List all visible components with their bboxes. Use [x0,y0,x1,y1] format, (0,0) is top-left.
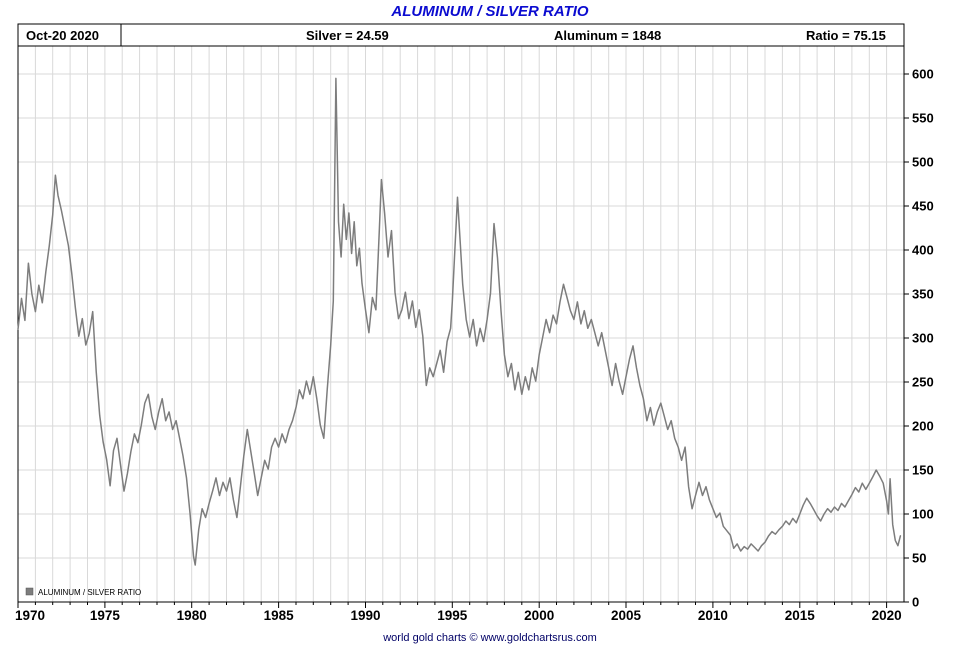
header-ratio-value: Ratio = 75.15 [806,28,886,43]
y-axis-tick-label: 100 [912,507,934,522]
y-axis-tick-label: 600 [912,67,934,82]
y-axis-tick-label: 200 [912,419,934,434]
x-axis-tick-label: 1995 [437,608,468,623]
ratio-series-line [17,77,902,566]
x-axis-tick-label: 2015 [785,608,816,623]
legend: ALUMINUM / SILVER RATIO [25,587,141,597]
legend-label: ALUMINUM / SILVER RATIO [38,588,141,597]
plot-border [17,23,905,603]
y-axis-tick-label: 450 [912,199,934,214]
x-axis-tick-label: 1975 [90,608,121,623]
chart-title: ALUMINUM / SILVER RATIO [390,3,589,20]
axis-labels: 0 50 100 150 200 250 300 350 400 450 500 550 600 1970… [15,67,934,624]
header-silver-value: Silver = 24.59 [306,28,389,43]
x-axis-tick-label: 2000 [524,608,554,623]
y-axis-tick-label: 50 [912,551,926,566]
ratio-series-polyline [17,77,902,566]
header-aluminum-value: Aluminum = 1848 [554,28,661,43]
y-axis-tick-label: 0 [912,595,919,610]
y-axis-tick-label: 550 [912,111,934,126]
x-axis-tick-label: 2020 [872,608,902,623]
y-axis-tick-label: 350 [912,287,934,302]
grid-lines [18,46,904,602]
axis-ticks [17,73,909,608]
header-date-label: Oct-20 2020 [26,28,99,43]
x-axis-tick-label: 2010 [698,608,728,623]
footer-credit: world gold charts © www.goldchartsrus.co… [382,632,597,644]
x-axis-tick-label: 1970 [15,608,45,623]
x-axis-tick-label: 2005 [611,608,642,623]
y-axis-tick-label: 400 [912,243,934,258]
y-axis-tick-label: 150 [912,463,934,478]
x-axis-tick-label: 1980 [177,608,207,623]
y-axis-tick-label: 300 [912,331,934,346]
x-axis-tick-label: 1985 [264,608,295,623]
y-axis-tick-label: 500 [912,155,934,170]
legend-swatch-icon [25,587,34,596]
y-axis-tick-label: 250 [912,375,934,390]
x-axis-tick-label: 1990 [350,608,380,623]
